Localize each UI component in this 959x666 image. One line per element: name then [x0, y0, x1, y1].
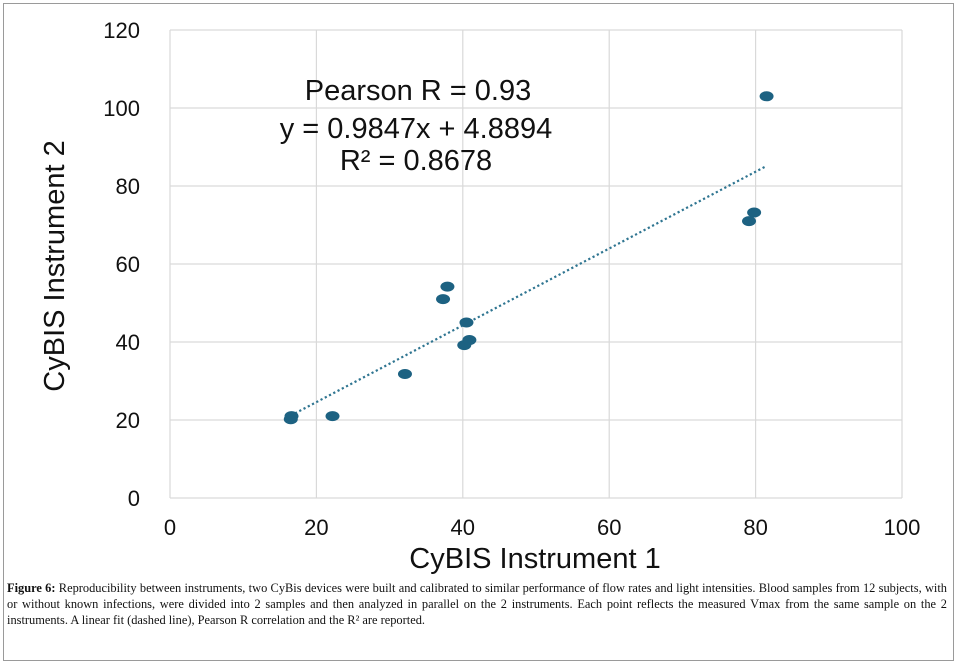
y-tick-label-120: 120 — [103, 18, 140, 43]
trendline — [290, 164, 768, 417]
y-tick-label-20: 20 — [116, 408, 140, 433]
trendline-group — [290, 164, 768, 417]
annotation-pearson: Pearson R = 0.93 — [305, 75, 532, 107]
x-tick-label-100: 100 — [884, 515, 921, 540]
data-point — [759, 91, 774, 102]
chart-grid — [169, 29, 903, 499]
scatter-chart: 0 20 40 60 80 100 120 0 20 40 60 80 100 Pearson R =… — [39, 18, 920, 575]
caption-label: Figure 6: — [7, 581, 56, 595]
data-point — [436, 294, 451, 305]
annotation-r-squared: R² = 0.8678 — [340, 145, 492, 177]
data-point — [462, 335, 477, 346]
data-points — [283, 91, 774, 425]
y-tick-label-60: 60 — [116, 252, 140, 277]
y-tick-label-0: 0 — [128, 486, 140, 511]
data-point — [397, 368, 412, 379]
data-point — [440, 281, 455, 292]
figure-frame — [3, 3, 954, 661]
x-tick-label-60: 60 — [597, 515, 621, 540]
data-point — [284, 411, 299, 422]
data-point — [325, 411, 340, 422]
y-tick-label-100: 100 — [103, 96, 140, 121]
data-point — [459, 317, 474, 328]
y-tick-label-80: 80 — [116, 174, 140, 199]
x-tick-label-20: 20 — [304, 515, 328, 540]
data-point — [742, 216, 757, 227]
figure-caption: Figure 6: Reproducibility between instru… — [7, 580, 947, 628]
annotation-equation: y = 0.9847x + 4.8894 — [280, 113, 553, 145]
x-tick-label-40: 40 — [451, 515, 475, 540]
y-axis-title: CyBIS Instrument 2 — [39, 140, 71, 391]
x-tick-label-0: 0 — [164, 515, 176, 540]
x-axis-title: CyBIS Instrument 1 — [409, 543, 660, 575]
y-tick-label-40: 40 — [116, 330, 140, 355]
x-axis-ticks: 0 20 40 60 80 100 — [164, 515, 920, 540]
data-point — [747, 207, 762, 218]
caption-text: Reproducibility between instruments, two… — [7, 581, 947, 627]
y-axis-ticks: 0 20 40 60 80 100 120 — [103, 18, 140, 511]
x-tick-label-80: 80 — [743, 515, 767, 540]
